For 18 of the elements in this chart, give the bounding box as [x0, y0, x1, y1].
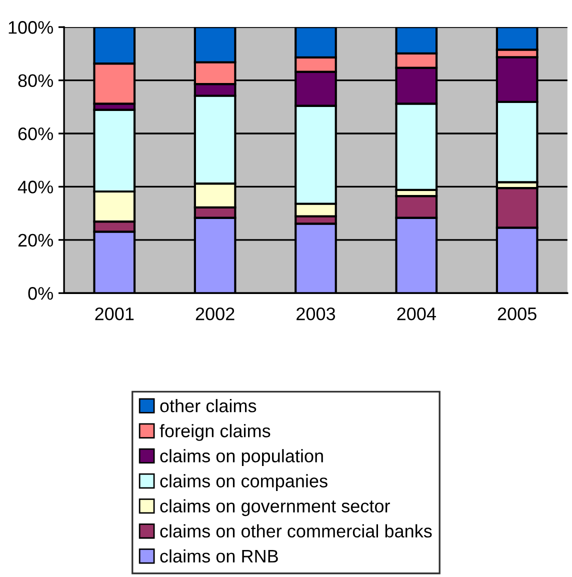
- legend-label: foreign claims: [160, 424, 270, 441]
- legend-label: claims on other commercial banks: [160, 524, 432, 538]
- y-tick-label: 20%: [18, 234, 54, 247]
- x-tick-label: 2005: [498, 307, 536, 320]
- legend-label: other claims: [160, 399, 256, 412]
- x-tick-label: 2004: [397, 307, 436, 320]
- legend-label: claims on companies: [160, 474, 328, 492]
- y-tick-label: 60%: [18, 127, 54, 140]
- legend-label: claims on population: [160, 449, 323, 466]
- x-tick-label: 2002: [196, 307, 234, 320]
- y-tick-label: 40%: [18, 180, 54, 194]
- x-tick-label: 2001: [95, 307, 134, 320]
- y-tick-label: 80%: [18, 74, 54, 88]
- y-tick-label: 100%: [8, 21, 54, 34]
- legend-label: claims on RNB: [160, 549, 278, 563]
- y-tick-label: 0%: [28, 287, 54, 300]
- x-tick-label: 2003: [296, 307, 336, 320]
- legend-label: claims on government sector: [160, 499, 390, 516]
